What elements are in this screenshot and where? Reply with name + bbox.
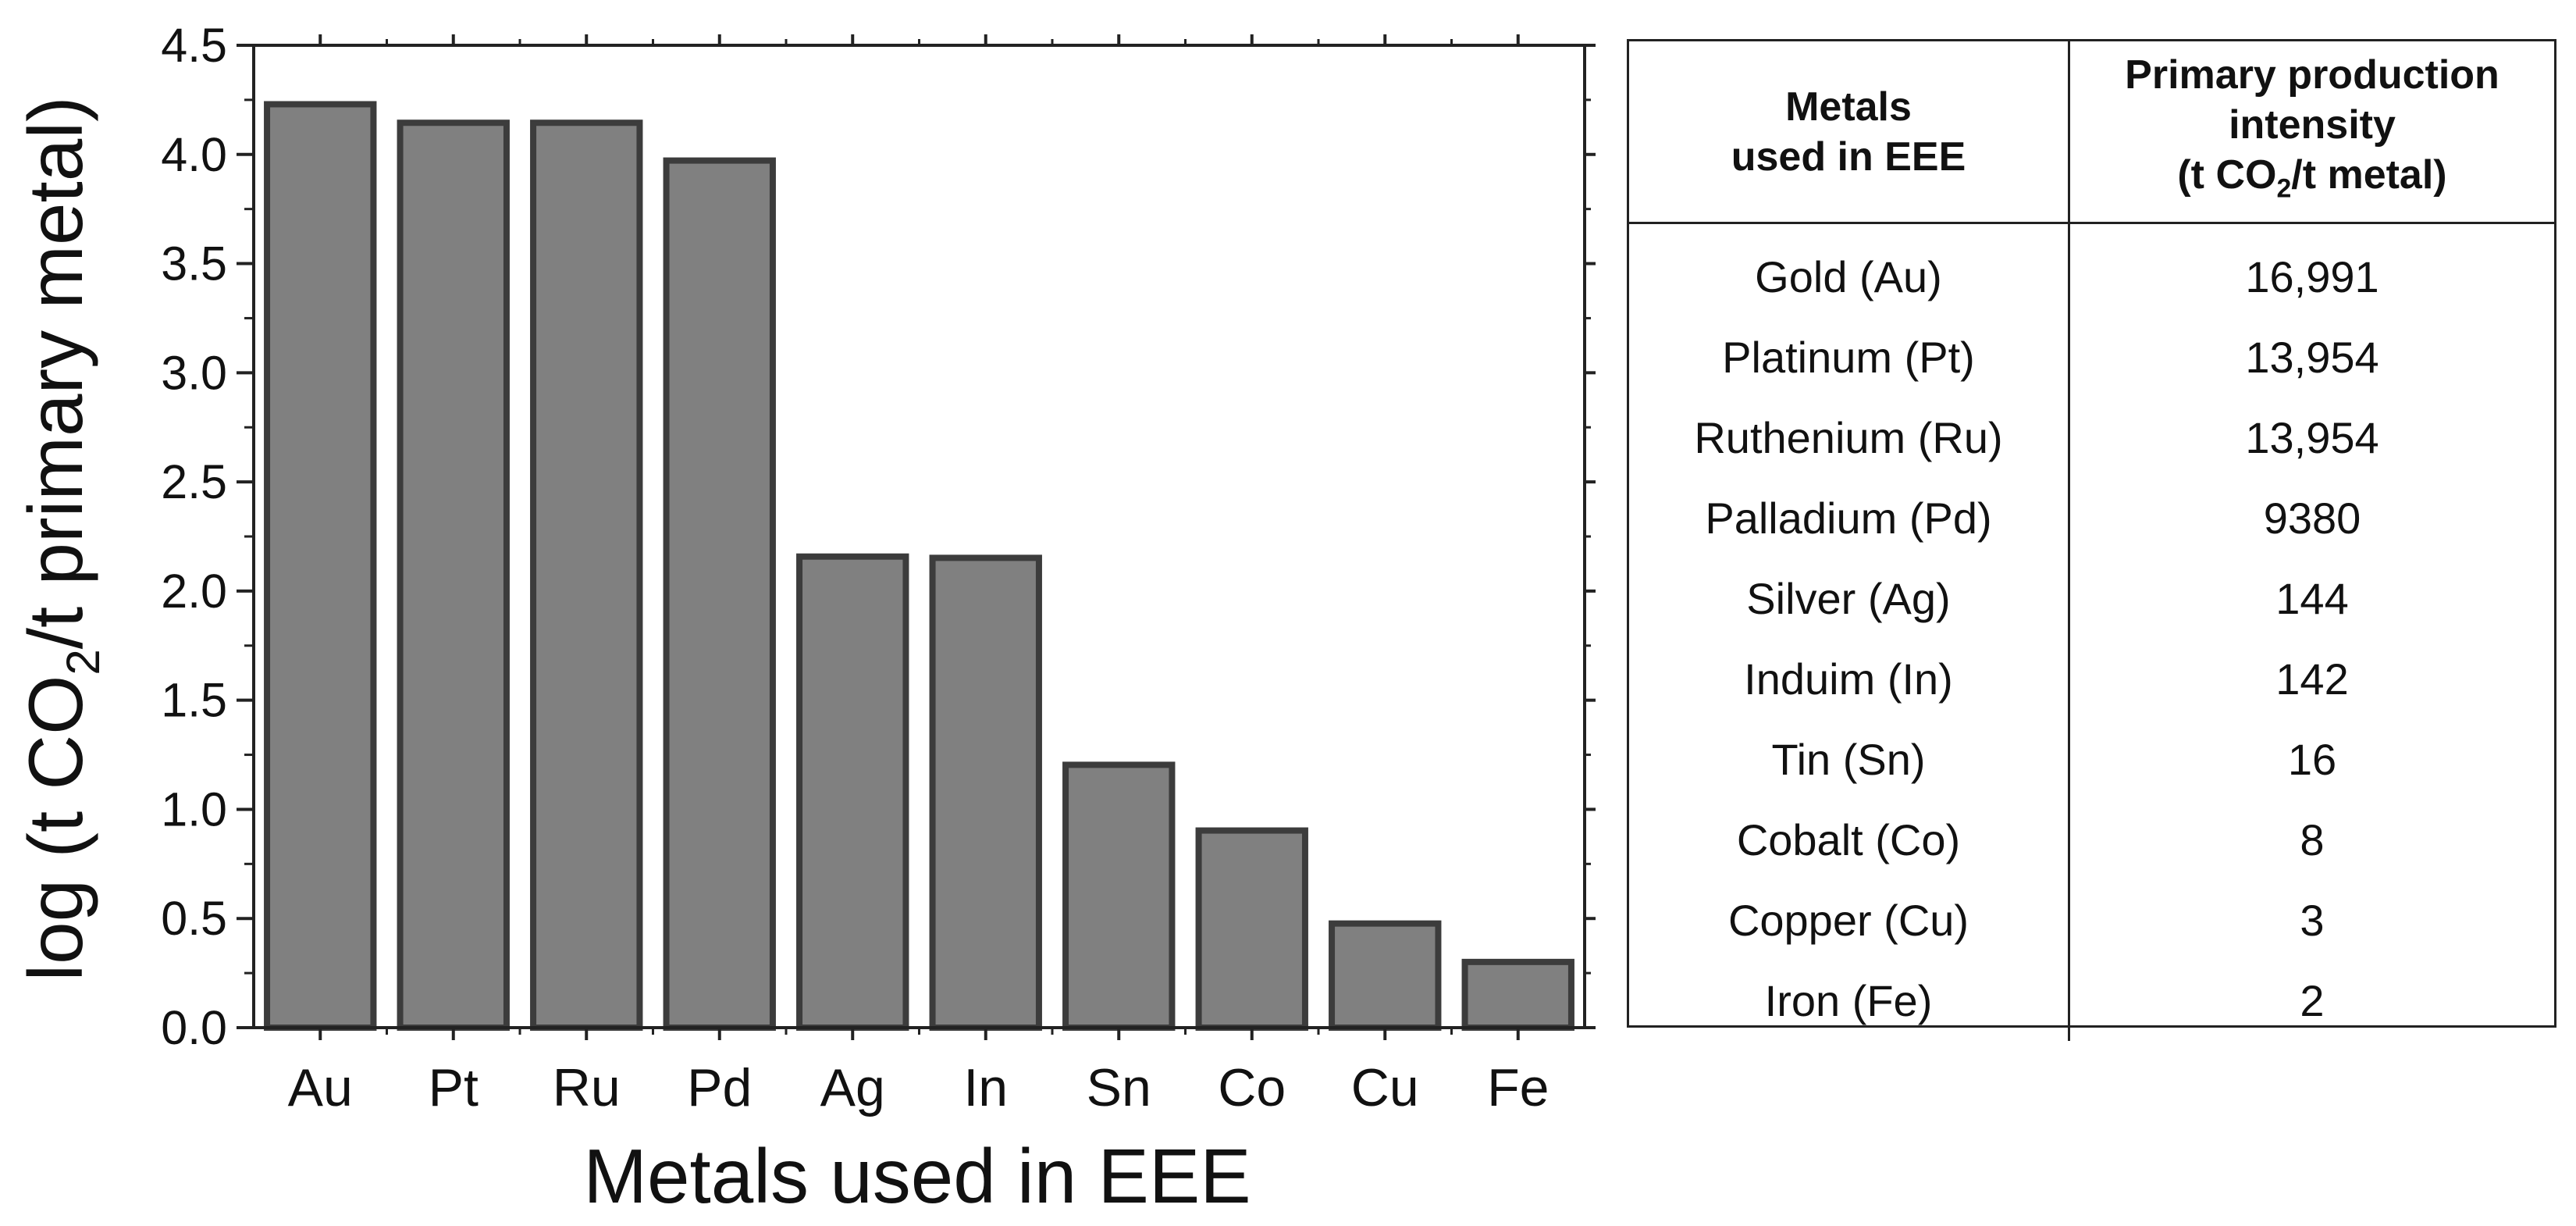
x-tick-label-in: In <box>963 1058 1008 1117</box>
table-cell-metal: Induim (In) <box>1629 639 2070 719</box>
table-cell-metal: Platinum (Pt) <box>1629 317 2070 397</box>
table-cell-intensity: 16,991 <box>2245 252 2379 301</box>
x-axis-title: Metals used in EEE <box>583 1133 1251 1219</box>
bar-ru <box>530 119 643 1032</box>
table-cell-metal: Tin (Sn) <box>1629 719 2070 800</box>
y-axis-title: log (t CO2/t primary metal) <box>12 96 109 981</box>
table-row: Cobalt (Co) 8 <box>1629 800 2554 880</box>
x-tick-label-sn: Sn <box>1087 1058 1151 1117</box>
table-row: Palladium (Pd) 9380 <box>1629 478 2554 558</box>
intensity-table-container: Metals used in EEE Primary production in… <box>1627 39 2556 1041</box>
intensity-table: Metals used in EEE Primary production in… <box>1629 41 2554 1041</box>
table-cell-intensity: 13,954 <box>2245 333 2379 382</box>
table-cell-metal: Iron (Fe) <box>1629 960 2070 1041</box>
y-tick-label: 0.5 <box>161 892 227 945</box>
table-header-row: Metals used in EEE Primary production in… <box>1629 41 2554 224</box>
y-tick-label: 2.0 <box>161 565 227 618</box>
table-row: Silver (Ag) 144 <box>1629 558 2554 639</box>
table-row: Platinum (Pt) 13,954 <box>1629 317 2554 397</box>
table-cell-metal: Copper (Cu) <box>1629 880 2070 960</box>
x-tick-label-fe: Fe <box>1487 1058 1549 1117</box>
table-row: Tin (Sn) 16 <box>1629 719 2554 800</box>
bar-fe <box>1461 958 1574 1031</box>
y-tick-label: 3.0 <box>161 346 227 399</box>
x-tick-label-ag: Ag <box>820 1058 885 1117</box>
y-tick-label: 4.0 <box>161 128 227 181</box>
y-tick-label: 1.0 <box>161 782 227 836</box>
table-cell-intensity: 16 <box>2287 735 2337 784</box>
bar-ag <box>796 553 909 1031</box>
header-metals: Metals used in EEE <box>1629 41 2070 224</box>
y-tick-label: 1.5 <box>161 674 227 727</box>
table-row: Gold (Au) 16,991 <box>1629 223 2554 317</box>
x-tick-label-ru: Ru <box>553 1058 621 1117</box>
x-tick-label-au: Au <box>288 1058 353 1117</box>
x-tick-label-cu: Cu <box>1351 1058 1419 1117</box>
bar-sn <box>1062 761 1176 1031</box>
bar-au <box>264 101 377 1032</box>
y-tick-label: 4.5 <box>161 19 227 72</box>
table-cell-metal: Gold (Au) <box>1629 223 2070 317</box>
table-cell-intensity: 13,954 <box>2245 413 2379 462</box>
table-cell-intensity: 2 <box>2300 976 2325 1025</box>
table-cell-intensity: 8 <box>2300 815 2325 864</box>
plot-area: 0.0 0.5 1.0 1.5 2.0 2.5 3.0 3.5 4.0 4.5 Au Pt Ru Pd Ag… <box>161 19 1596 1117</box>
table-cell-metal: Palladium (Pd) <box>1629 478 2070 558</box>
table-cell-metal: Ruthenium (Ru) <box>1629 397 2070 478</box>
y-axis-title-subscript: 2 <box>57 649 109 675</box>
bar-cu <box>1329 920 1442 1031</box>
table-cell-intensity: 3 <box>2300 896 2325 945</box>
y-tick-label: 3.5 <box>161 237 227 290</box>
table-cell-intensity: 142 <box>2275 654 2349 704</box>
bar-pd <box>663 157 776 1031</box>
x-tick-label-co: Co <box>1218 1058 1286 1117</box>
bar-chart: 0.0 0.5 1.0 1.5 2.0 2.5 3.0 3.5 4.0 4.5 Au Pt Ru Pd Ag… <box>12 19 1596 1219</box>
x-tick-label-pd: Pd <box>687 1058 752 1117</box>
bar-pt <box>397 119 510 1032</box>
table-row: Induim (In) 142 <box>1629 639 2554 719</box>
bar-co <box>1195 827 1308 1031</box>
header-intensity: Primary production intensity (t CO2/t me… <box>2069 41 2554 224</box>
table-cell-intensity: 9380 <box>2263 494 2361 543</box>
table-cell-intensity: 144 <box>2275 574 2349 623</box>
x-tick-label-pt: Pt <box>429 1058 479 1117</box>
table-row: Ruthenium (Ru) 13,954 <box>1629 397 2554 478</box>
table-row: Iron (Fe) 2 <box>1629 960 2554 1041</box>
table-row: Copper (Cu) 3 <box>1629 880 2554 960</box>
y-tick-label: 0.0 <box>161 1001 227 1054</box>
y-tick-label: 2.5 <box>161 455 227 508</box>
bar-in <box>929 554 1042 1031</box>
table-cell-metal: Silver (Ag) <box>1629 558 2070 639</box>
table-cell-metal: Cobalt (Co) <box>1629 800 2070 880</box>
